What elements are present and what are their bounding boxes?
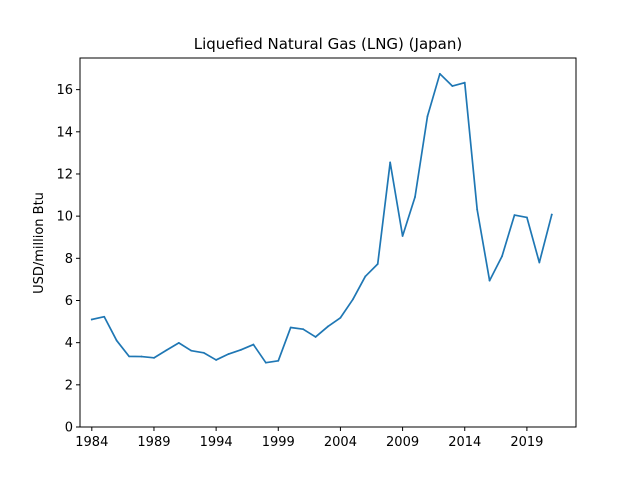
data-point [252,343,255,346]
y-axis-label: USD/million Btu [32,192,47,294]
data-point [327,325,329,328]
data-point [364,275,367,278]
data-point [314,336,317,338]
data-point [550,213,553,216]
y-tick-label: 8 [65,252,73,267]
axis-ticks: 1984 1989 1994 1999 2004 2009 2014 2019 0 2 4 6 8 10 1… [56,83,543,450]
y-tick-label: 2 [65,378,73,393]
x-tick-label: 2019 [510,435,543,450]
x-tick-label: 2014 [448,435,481,450]
y-tick-label: 10 [56,210,73,225]
y-tick-label: 14 [56,125,73,140]
data-point [240,348,242,351]
data-point [476,208,479,211]
data-point [190,349,193,352]
y-tick-label: 4 [65,336,73,351]
data-point [376,263,379,265]
data-point [451,85,454,87]
y-tick-label: 6 [65,294,73,309]
data-point [202,351,205,354]
data-point [264,361,267,364]
data-point [277,359,280,362]
data-point [538,261,541,264]
x-tick-label: 1999 [262,435,295,450]
data-point [177,341,180,344]
data-point [140,355,143,358]
data-point [103,315,106,318]
x-tick-label: 2009 [386,435,419,450]
data-point [227,353,230,355]
data-point [302,328,305,331]
plot-area [90,72,553,364]
data-point [215,359,218,361]
data-point [289,326,292,329]
series-line [90,72,553,364]
data-point [414,196,416,198]
data-point [90,318,93,321]
y-tick-label: 0 [65,421,73,436]
data-point [401,235,404,237]
data-point [463,81,466,84]
data-point [153,356,155,359]
data-point [438,72,441,75]
data-point [513,214,516,216]
axes-frame [79,57,577,428]
data-point [351,298,354,301]
x-tick-label: 1989 [137,435,170,450]
x-tick-label: 2004 [324,435,357,450]
data-point [426,115,429,118]
data-point [525,216,528,219]
data-point [339,316,342,319]
x-tick-label: 1994 [200,435,233,450]
y-tick-label: 16 [56,83,73,98]
data-point [128,355,131,358]
data-point [115,339,118,342]
data-point [389,161,392,164]
x-tick-label: 1984 [75,435,108,450]
data-point [501,255,503,258]
chart-title: Liquefied Natural Gas (LNG) (Japan) [194,35,462,53]
data-point [488,279,491,282]
data-point [165,349,168,352]
y-tick-label: 12 [56,167,73,182]
